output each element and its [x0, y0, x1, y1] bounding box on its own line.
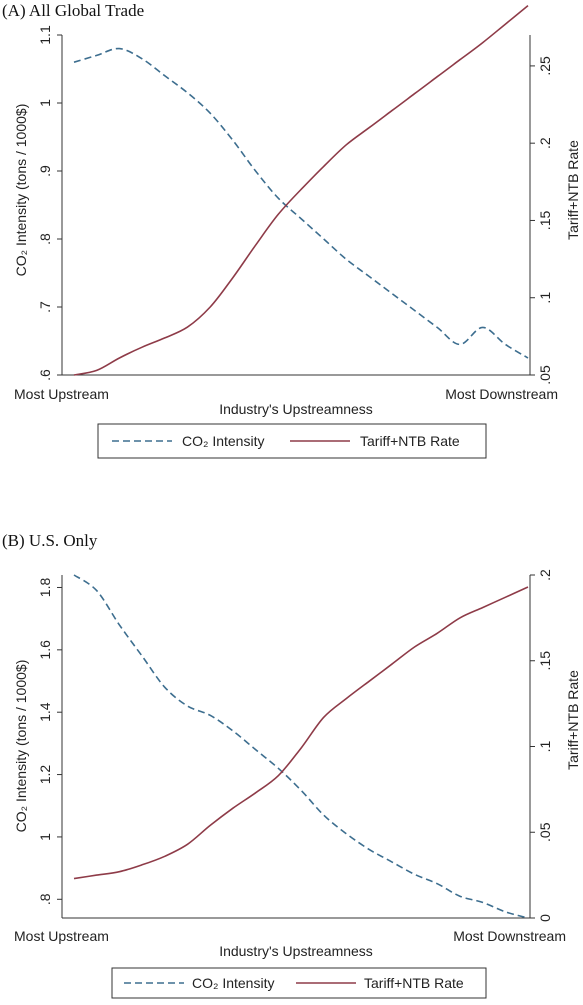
legend: CO₂ Intensity Tariff+NTB Rate: [111, 967, 487, 999]
y-tick-label-left: 1.6: [37, 640, 53, 660]
legend: CO₂ Intensity Tariff+NTB Rate: [97, 423, 487, 459]
x-axis-label: Industry's Upstreamness: [219, 943, 373, 959]
y-tick-label-left: .8: [37, 893, 53, 905]
chart-title: (B) U.S. Only: [2, 531, 98, 550]
legend-label-tariff: Tariff+NTB Rate: [364, 975, 464, 991]
series-line-tariff-ntb-rate: [73, 586, 529, 880]
y-tick-label-left: .6: [37, 369, 53, 381]
y-axis-label-right: Tariff+NTB Rate: [565, 670, 581, 770]
y-tick-label-right: .2: [537, 137, 553, 149]
y-tick-label-right: 0: [537, 914, 553, 922]
y-tick-label-left: .7: [37, 301, 53, 313]
y-tick-label-left: .8: [37, 233, 53, 245]
series-line-co2-intensity: [73, 47, 529, 359]
y-tick-label-right: .1: [537, 292, 553, 304]
series-line-co2-intensity: [73, 574, 529, 919]
y-tick-label-left: 1.2: [37, 765, 53, 785]
y-tick-label-right: .1: [537, 740, 553, 752]
x-tick-label-end: Most Downstream: [453, 928, 566, 944]
y-tick-label-left: 1: [37, 99, 53, 107]
x-tick-label-start: Most Upstream: [14, 928, 109, 944]
y-tick-label-right: .25: [537, 56, 553, 76]
y-tick-label-right: .15: [537, 651, 553, 671]
y-tick-label-right: .2: [537, 569, 553, 581]
y-axis-label-right: Tariff+NTB Rate: [565, 140, 581, 240]
y-tick-label-right: .05: [537, 365, 553, 385]
legend-label-co2: CO₂ Intensity: [182, 433, 264, 449]
y-tick-label-left: 1.8: [37, 578, 53, 598]
x-tick-label-start: Most Upstream: [14, 386, 109, 402]
y-tick-label-left: 1.1: [37, 25, 53, 45]
x-tick-label-end: Most Downstream: [445, 386, 558, 402]
legend-label-tariff: Tariff+NTB Rate: [360, 433, 460, 449]
y-tick-label-left: 1.4: [37, 702, 53, 722]
y-tick-label-left: .9: [37, 165, 53, 177]
legend-label-co2: CO₂ Intensity: [192, 975, 274, 991]
y-axis-label-left: CO₂ Intensity (tons / 1000$): [13, 104, 29, 277]
x-axis-label: Industry's Upstreamness: [219, 401, 373, 417]
y-axis-label-left: CO₂ Intensity (tons / 1000$): [13, 660, 29, 833]
y-tick-label-right: .15: [537, 211, 553, 231]
series-line-tariff-ntb-rate: [73, 4, 529, 376]
y-tick-label-right: .05: [537, 822, 553, 842]
panel-a: (A) All Global Trade 1.1 1 .9 .8 .7 .6 .25 .2.…: [2, 1, 581, 459]
chart-title: (A) All Global Trade: [2, 1, 144, 20]
panel-b: (B) U.S. Only 1.81.61.41.21.8 .2.15.1.05…: [2, 531, 581, 999]
y-tick-label-left: 1: [37, 833, 53, 841]
